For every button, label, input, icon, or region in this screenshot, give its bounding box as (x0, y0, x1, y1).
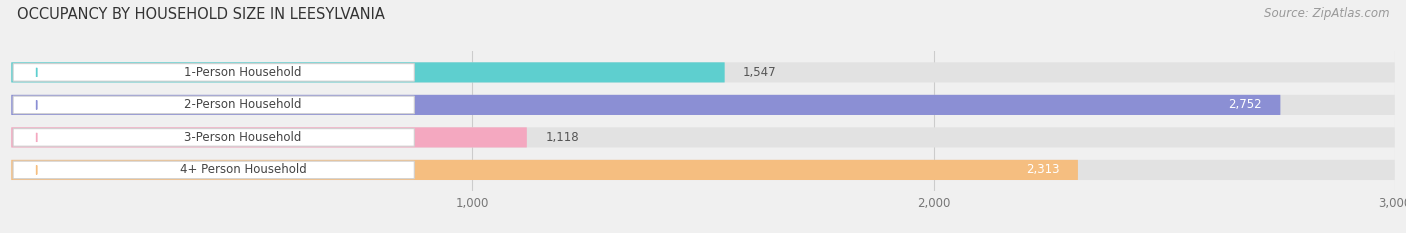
FancyBboxPatch shape (11, 160, 1078, 180)
FancyBboxPatch shape (11, 95, 1281, 115)
FancyBboxPatch shape (11, 127, 527, 147)
FancyBboxPatch shape (13, 64, 415, 81)
FancyBboxPatch shape (11, 62, 724, 82)
Text: 3-Person Household: 3-Person Household (184, 131, 302, 144)
Text: 2,313: 2,313 (1026, 163, 1060, 176)
Text: 1,547: 1,547 (744, 66, 776, 79)
FancyBboxPatch shape (13, 129, 415, 146)
Text: OCCUPANCY BY HOUSEHOLD SIZE IN LEESYLVANIA: OCCUPANCY BY HOUSEHOLD SIZE IN LEESYLVAN… (17, 7, 385, 22)
Text: 2-Person Household: 2-Person Household (184, 98, 302, 111)
Text: Source: ZipAtlas.com: Source: ZipAtlas.com (1264, 7, 1389, 20)
Text: 4+ Person Household: 4+ Person Household (180, 163, 307, 176)
FancyBboxPatch shape (13, 96, 415, 114)
FancyBboxPatch shape (11, 127, 1395, 147)
Text: 2,752: 2,752 (1229, 98, 1263, 111)
Text: 1-Person Household: 1-Person Household (184, 66, 302, 79)
Text: 1,118: 1,118 (546, 131, 579, 144)
FancyBboxPatch shape (11, 160, 1395, 180)
FancyBboxPatch shape (11, 62, 1395, 82)
FancyBboxPatch shape (13, 161, 415, 179)
FancyBboxPatch shape (11, 95, 1395, 115)
